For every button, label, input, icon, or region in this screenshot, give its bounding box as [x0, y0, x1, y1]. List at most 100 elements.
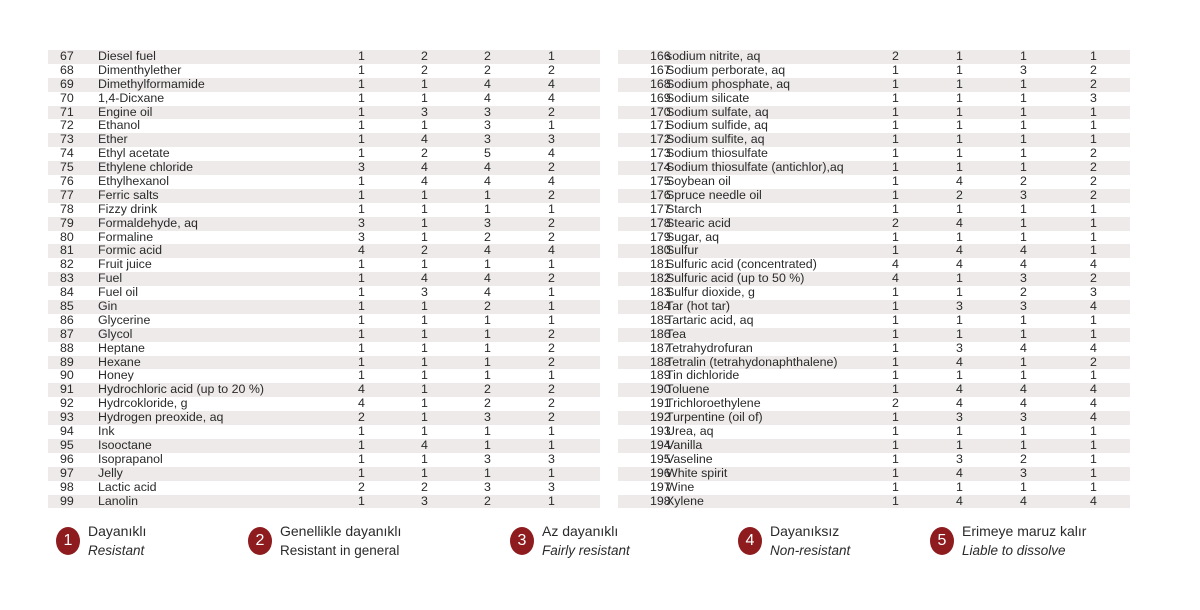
table-row: 195 Vaseline 1 3 2 1	[618, 452, 1130, 467]
item-number: 178	[650, 215, 671, 230]
rating-3: 4	[1020, 396, 1027, 411]
table-row: 187 Tetrahydrofuran 1 3 4 4	[618, 341, 1130, 356]
rating-3: 1	[484, 201, 491, 216]
rating-2: 1	[956, 424, 963, 439]
table-row: 183 Sulfur dioxide, g 1 1 2 3	[618, 285, 1130, 300]
rating-1: 1	[892, 146, 899, 161]
rating-1: 1	[892, 104, 899, 119]
rating-3: 1	[1020, 424, 1027, 439]
rating-2: 1	[956, 118, 963, 133]
rating-4: 2	[1090, 271, 1097, 286]
rating-3: 1	[1020, 104, 1027, 119]
legend-label-en: Liable to dissolve	[962, 543, 1066, 558]
rating-4: 2	[1090, 160, 1097, 175]
rating-4: 2	[548, 62, 555, 77]
table-row: 78 Fizzy drink 1 1 1 1	[48, 201, 600, 217]
item-number: 181	[650, 257, 671, 272]
rating-2: 1	[421, 354, 428, 369]
substance-name: Fuel	[98, 271, 123, 286]
substance-name: Hexane	[98, 354, 141, 369]
substance-name: Formaldehyde, aq	[98, 215, 198, 230]
rating-3: 2	[1020, 285, 1027, 300]
legend-label-en: Non-resistant	[770, 543, 851, 558]
item-number: 169	[650, 90, 671, 105]
rating-4: 2	[1090, 174, 1097, 189]
rating-1: 1	[358, 368, 365, 383]
item-number: 70	[60, 90, 74, 105]
table-row: 171 Sodium sulfide, aq 1 1 1 1	[618, 119, 1130, 133]
substance-name: Ferric salts	[98, 187, 159, 202]
substance-name: sodium nitrite, aq	[666, 49, 761, 63]
item-number: 71	[60, 104, 74, 119]
rating-1: 1	[892, 160, 899, 175]
table-row: 91 Hydrochloric acid (up to 20 %) 4 1 2 2	[48, 382, 600, 398]
table-row: 94 Ink 1 1 1 1	[48, 424, 600, 439]
table-row: 81 Formic acid 4 2 4 4	[48, 244, 600, 259]
rating-4: 4	[1090, 493, 1097, 508]
item-number: 179	[650, 229, 671, 244]
rating-2: 1	[421, 187, 428, 202]
rating-1: 1	[892, 285, 899, 300]
rating-1: 1	[892, 243, 899, 258]
substance-name: Turpentine (oil of)	[666, 410, 763, 425]
rating-3: 4	[484, 76, 491, 91]
rating-2: 1	[956, 104, 963, 119]
table-row: 82 Fruit juice 1 1 1 1	[48, 257, 600, 272]
table-row: 83 Fuel 1 4 4 2	[48, 271, 600, 287]
substance-name: Tetralin (tetrahydonaphthalene)	[666, 354, 838, 369]
table-row: 191 Trichloroethylene 2 4 4 4	[618, 396, 1130, 411]
item-number: 174	[650, 160, 671, 175]
rating-4: 2	[548, 382, 555, 397]
table-row: 184 Tar (hot tar) 1 3 3 4	[618, 299, 1130, 314]
rating-2: 3	[956, 410, 963, 425]
table-row: 186 Tea 1 1 1 1	[618, 326, 1130, 342]
rating-1: 1	[358, 312, 365, 327]
rating-1: 1	[892, 132, 899, 147]
rating-4: 4	[548, 90, 555, 105]
table-row: 75 Ethylene chloride 3 4 4 2	[48, 160, 600, 176]
item-number: 168	[650, 76, 671, 91]
table-row: 175 Soybean oil 1 4 2 2	[618, 174, 1130, 189]
rating-1: 1	[892, 299, 899, 314]
rating-2: 1	[421, 424, 428, 439]
rating-3: 1	[1020, 76, 1027, 91]
item-number: 183	[650, 285, 671, 300]
rating-4: 1	[548, 118, 555, 133]
table-row: 98 Lactic acid 2 2 3 3	[48, 480, 600, 495]
rating-4: 2	[548, 340, 555, 355]
rating-1: 1	[358, 285, 365, 300]
rating-3: 2	[484, 49, 491, 63]
table-row: 70 1,4-Dicxane 1 1 4 4	[48, 90, 600, 106]
item-number: 72	[60, 118, 74, 133]
rating-3: 3	[1020, 271, 1027, 286]
rating-2: 4	[956, 493, 963, 508]
table-row: 196 White spirit 1 4 3 1	[618, 466, 1130, 481]
rating-4: 4	[1090, 382, 1097, 397]
rating-1: 1	[892, 326, 899, 341]
substance-name: Wine	[666, 479, 695, 494]
rating-4: 1	[1090, 437, 1097, 452]
rating-2: 1	[956, 368, 963, 383]
rating-4: 1	[548, 368, 555, 383]
item-number: 188	[650, 354, 671, 369]
table-row: 193 Urea, aq 1 1 1 1	[618, 424, 1130, 439]
rating-badge: 4	[738, 527, 762, 555]
substance-name: Heptane	[98, 340, 145, 355]
substance-name: Starch	[666, 201, 702, 216]
rating-2: 1	[956, 312, 963, 327]
table-row: 71 Engine oil 1 3 3 2	[48, 104, 600, 120]
rating-2: 1	[956, 90, 963, 105]
rating-4: 4	[548, 146, 555, 161]
item-number: 95	[60, 437, 74, 452]
item-number: 93	[60, 410, 74, 425]
item-number: 180	[650, 243, 671, 258]
rating-1: 1	[892, 382, 899, 397]
rating-4: 2	[548, 326, 555, 341]
legend-label-en: Resistant in general	[280, 543, 400, 558]
substance-name: Hydrcokloride, g	[98, 396, 188, 411]
rating-2: 1	[956, 146, 963, 161]
rating-3: 1	[1020, 368, 1027, 383]
rating-4: 1	[548, 465, 555, 480]
rating-2: 1	[421, 76, 428, 91]
substance-name: Hydrogen preoxide, aq	[98, 410, 224, 425]
